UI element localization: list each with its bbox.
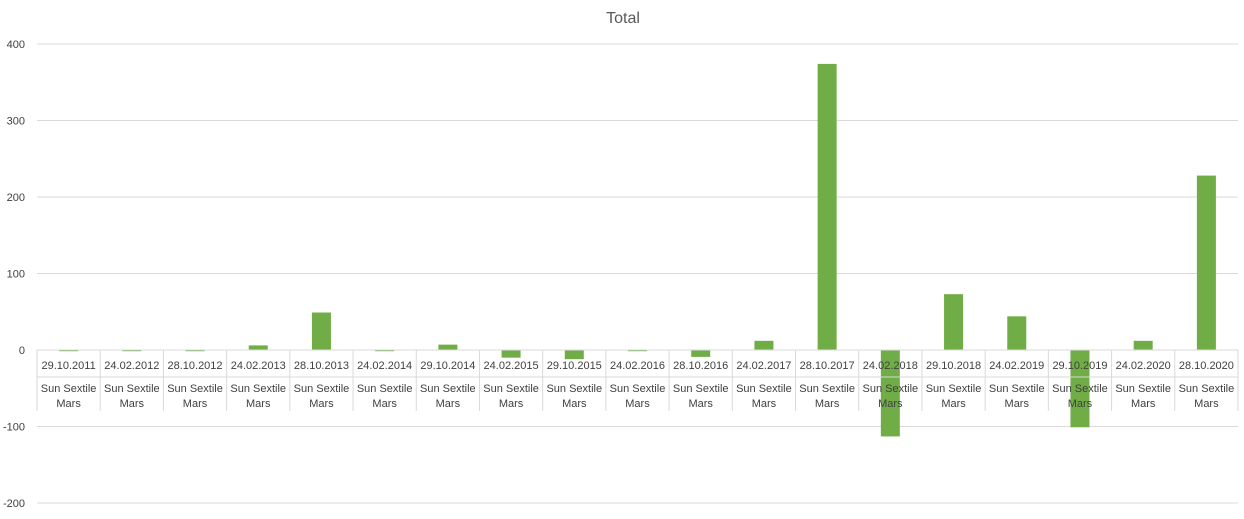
bar: [754, 340, 774, 350]
bar: [59, 350, 79, 352]
category-group-label: Sun Sextile: [357, 383, 413, 395]
y-tick-label: -100: [3, 422, 25, 434]
category-group-label: Mars: [1131, 398, 1156, 410]
y-tick-label: 0: [19, 345, 25, 357]
bar: [248, 345, 268, 350]
category-group-label: Sun Sextile: [230, 383, 286, 395]
category-group-label: Mars: [1068, 398, 1093, 410]
category-axis-table: 29.10.2011 24.02.2012 28.10.2012 24.02.2013…: [36, 349, 1239, 411]
y-tick-label: 400: [7, 39, 25, 51]
bar: [501, 350, 521, 358]
category-group-label: Mars: [815, 398, 840, 410]
category-group-label: Mars: [246, 398, 271, 410]
y-tick-label: 200: [7, 192, 25, 204]
category-group-label: Mars: [752, 398, 777, 410]
category-group-label: Sun Sextile: [1179, 383, 1235, 395]
category-group-label: Sun Sextile: [610, 383, 666, 395]
category-group-label: Sun Sextile: [1052, 383, 1108, 395]
category-group-label: Mars: [1194, 398, 1219, 410]
y-tick-label: 300: [7, 116, 25, 128]
category-group-label: Sun Sextile: [989, 383, 1045, 395]
category-group-label: Mars: [941, 398, 966, 410]
category-date-label: 29.10.2015: [547, 360, 602, 372]
category-group-label: Mars: [499, 398, 524, 410]
category-group-label: Sun Sextile: [799, 383, 855, 395]
bar: [1070, 350, 1090, 428]
bar: [944, 294, 964, 350]
category-date-label: 24.02.2020: [1116, 360, 1171, 372]
category-group-label: Sun Sextile: [926, 383, 982, 395]
category-group-label: Sun Sextile: [167, 383, 223, 395]
category-date-label: 24.02.2017: [736, 360, 791, 372]
bar: [817, 63, 837, 350]
category-group-label: Sun Sextile: [420, 383, 476, 395]
category-group-label: Sun Sextile: [673, 383, 729, 395]
y-axis-labels: -200 -100 0 100 200 300 400: [3, 39, 25, 510]
bar: [691, 350, 711, 357]
category-date-label: 28.10.2017: [800, 360, 855, 372]
bar: [438, 344, 458, 350]
category-group-label: Mars: [878, 398, 903, 410]
category-date-label: 24.02.2012: [104, 360, 159, 372]
category-group-label: Mars: [56, 398, 81, 410]
gridlines: [37, 43, 1238, 504]
bar: [311, 312, 331, 350]
bar: [628, 350, 647, 352]
chart-title: Total: [606, 10, 640, 27]
category-date-label: 28.10.2013: [294, 360, 349, 372]
bar: [122, 350, 142, 352]
category-group-label: Mars: [562, 398, 587, 410]
category-date-label: 24.02.2018: [863, 360, 918, 372]
bar: [1133, 340, 1153, 350]
y-tick-label: -200: [3, 498, 25, 510]
bar: [564, 350, 584, 360]
category-date-label: 24.02.2013: [231, 360, 286, 372]
bar: [1196, 175, 1216, 350]
category-date-label: 24.02.2014: [357, 360, 412, 372]
bar: [185, 350, 205, 352]
category-group-label: Mars: [625, 398, 650, 410]
bars: [59, 63, 1216, 437]
category-date-label: 28.10.2012: [167, 360, 222, 372]
bar: [375, 350, 395, 352]
category-date-label: 28.10.2020: [1179, 360, 1234, 372]
category-date-label: 24.02.2015: [484, 360, 539, 372]
category-group-label: Mars: [1005, 398, 1030, 410]
y-tick-label: 100: [7, 269, 25, 281]
category-date-label: 29.10.2011: [41, 360, 95, 372]
category-group-label: Mars: [436, 398, 461, 410]
category-date-label: 24.02.2016: [610, 360, 665, 372]
category-date-label: 28.10.2016: [673, 360, 728, 372]
category-group-label: Sun Sextile: [1115, 383, 1171, 395]
category-group-label: Mars: [120, 398, 145, 410]
bar: [1007, 316, 1027, 350]
category-group-label: Sun Sextile: [863, 383, 919, 395]
bar: [880, 350, 900, 437]
category-group-label: Sun Sextile: [41, 383, 97, 395]
category-group-label: Mars: [183, 398, 208, 410]
category-date-label: 24.02.2019: [989, 360, 1044, 372]
category-date-label: 29.10.2018: [926, 360, 981, 372]
category-date-label: 29.10.2019: [1052, 360, 1107, 372]
category-group-label: Mars: [372, 398, 397, 410]
category-group-label: Mars: [309, 398, 334, 410]
category-group-label: Sun Sextile: [294, 383, 350, 395]
category-group-label: Sun Sextile: [483, 383, 539, 395]
category-group-label: Sun Sextile: [736, 383, 792, 395]
category-group-label: Sun Sextile: [546, 383, 602, 395]
category-group-label: Mars: [688, 398, 713, 410]
category-date-label: 29.10.2014: [420, 360, 475, 372]
category-group-label: Sun Sextile: [104, 383, 160, 395]
